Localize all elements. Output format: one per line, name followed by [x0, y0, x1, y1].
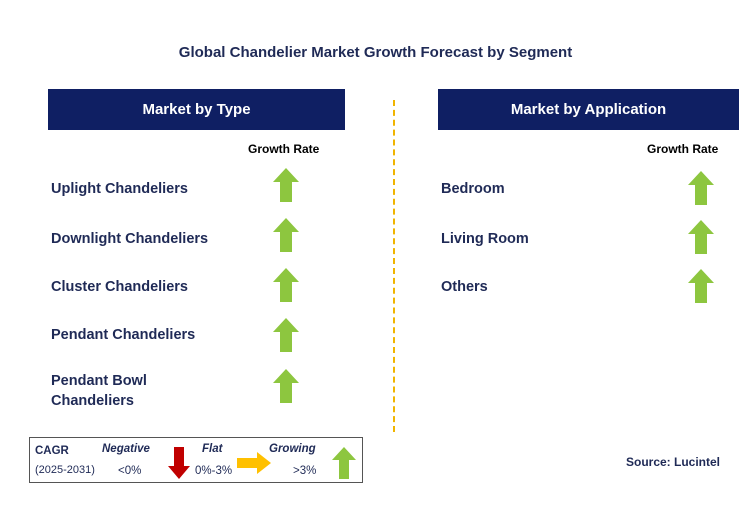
growth-up-arrow-icon: [688, 171, 714, 205]
type-panel-header: Market by Type: [48, 89, 345, 130]
type-row-label: Uplight Chandeliers: [51, 181, 188, 197]
growth-up-arrow-icon: [273, 218, 299, 252]
growth-up-arrow-icon: [273, 168, 299, 202]
growth-up-arrow-icon: [688, 269, 714, 303]
negative-down-arrow-icon: [168, 447, 190, 479]
type-growth-rate-label: Growth Rate: [248, 142, 320, 156]
legend-negative-value: <0%: [118, 465, 142, 477]
flat-right-arrow-icon: [237, 452, 271, 474]
growth-up-arrow-icon: [273, 369, 299, 403]
application-row-label: Bedroom: [441, 181, 505, 197]
type-row-label: Downlight Chandeliers: [51, 231, 209, 247]
type-row-label: Cluster Chandeliers: [51, 279, 188, 295]
panel-divider: [393, 100, 395, 432]
type-row-label: Pendant Bowl Chandeliers: [51, 371, 147, 411]
legend-growing-value: >3%: [293, 465, 317, 477]
type-row-label-line1: Pendant Bowl: [51, 373, 147, 389]
cagr-legend: CAGR (2025-2031) Negative <0% Flat 0%-3%…: [29, 437, 363, 483]
growth-up-arrow-icon: [273, 318, 299, 352]
legend-period: (2025-2031): [35, 464, 95, 476]
application-row-label: Living Room: [441, 231, 529, 247]
source-note: Source: Lucintel: [626, 455, 721, 469]
legend-negative-label: Negative: [102, 443, 150, 455]
legend-cagr-label: CAGR: [35, 445, 69, 457]
growth-up-arrow-icon: [688, 220, 714, 254]
type-row-label-line2: Chandeliers: [51, 393, 134, 409]
legend-flat-label: Flat: [202, 443, 223, 455]
growing-up-arrow-icon: [332, 447, 356, 479]
growth-up-arrow-icon: [273, 268, 299, 302]
application-growth-rate-label: Growth Rate: [647, 142, 719, 156]
legend-flat-value: 0%-3%: [195, 465, 233, 477]
chart-title: Global Chandelier Market Growth Forecast…: [178, 44, 573, 61]
legend-growing-label: Growing: [269, 443, 316, 455]
application-row-label: Others: [441, 279, 488, 295]
application-panel-header: Market by Application: [438, 89, 739, 130]
type-row-label: Pendant Chandeliers: [51, 327, 196, 343]
